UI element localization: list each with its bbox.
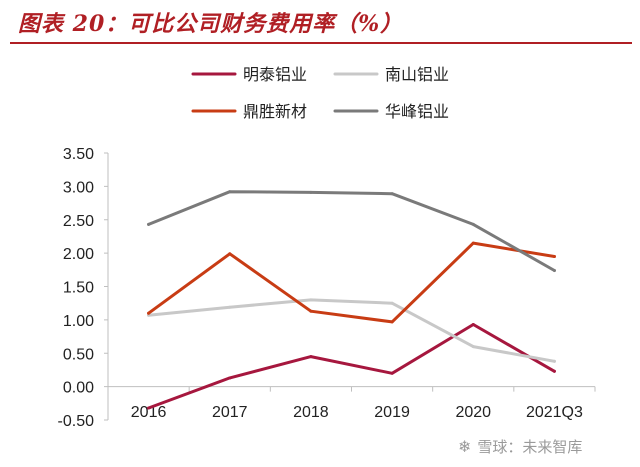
data-point [390,371,394,375]
y-tick-label: 2.00 [63,246,94,263]
y-tick-label: 3.00 [63,179,94,196]
data-point [309,355,313,359]
x-tick-label: 2017 [212,404,248,421]
legend-label: 南山铝业 [385,65,449,84]
watermark: ❄ 雪球：未来智库 [458,436,582,457]
data-point [471,222,475,226]
data-point [147,311,151,315]
data-point [552,359,556,363]
snowflake-icon: ❄ [458,437,472,456]
data-point [309,190,313,194]
x-tick-label: 2019 [374,404,410,421]
y-tick-label: 3.50 [63,146,94,163]
x-tick-label: 2016 [131,404,167,421]
x-tick-label: 2018 [293,404,329,421]
legend-label: 明泰铝业 [243,65,307,84]
legend-label: 华峰铝业 [385,102,449,121]
data-point [390,301,394,305]
series-line-1 [147,323,556,410]
legend-label: 鼎胜新材 [243,102,307,121]
y-tick-label: 1.00 [63,313,94,330]
series-group [147,190,556,410]
data-point [471,323,475,327]
axes-group: -0.50 0.00 0.50 1.00 1.50 2.00 2.50 3.00 3.50 201… [58,146,596,430]
title-divider [10,42,632,44]
y-tick-label: 0.50 [63,346,94,363]
data-point [309,298,313,302]
data-point [390,192,394,196]
data-point [309,309,313,313]
y-tick-label: 2.50 [63,213,94,230]
chart-title: 图表 20：可比公司财务费用率（%） [18,11,404,37]
y-tick-label: 1.50 [63,280,94,297]
data-point [228,376,232,380]
data-point [228,305,232,309]
data-point [228,190,232,194]
series-line-4 [147,190,556,272]
data-point [390,320,394,324]
data-point [552,369,556,373]
series-line-3 [147,241,556,324]
y-tick-label: -0.50 [58,413,95,430]
series-line-2 [147,298,556,363]
data-point [552,268,556,272]
y-tick-label: 0.00 [63,380,94,397]
data-point [147,406,151,410]
x-tick-label: 2020 [455,404,491,421]
data-point [147,222,151,226]
watermark-text: 雪球：未来智库 [477,438,583,456]
x-tick-label: 2021Q3 [526,404,583,421]
data-point [552,254,556,258]
data-point [228,252,232,256]
data-point [471,241,475,245]
data-point [471,345,475,349]
